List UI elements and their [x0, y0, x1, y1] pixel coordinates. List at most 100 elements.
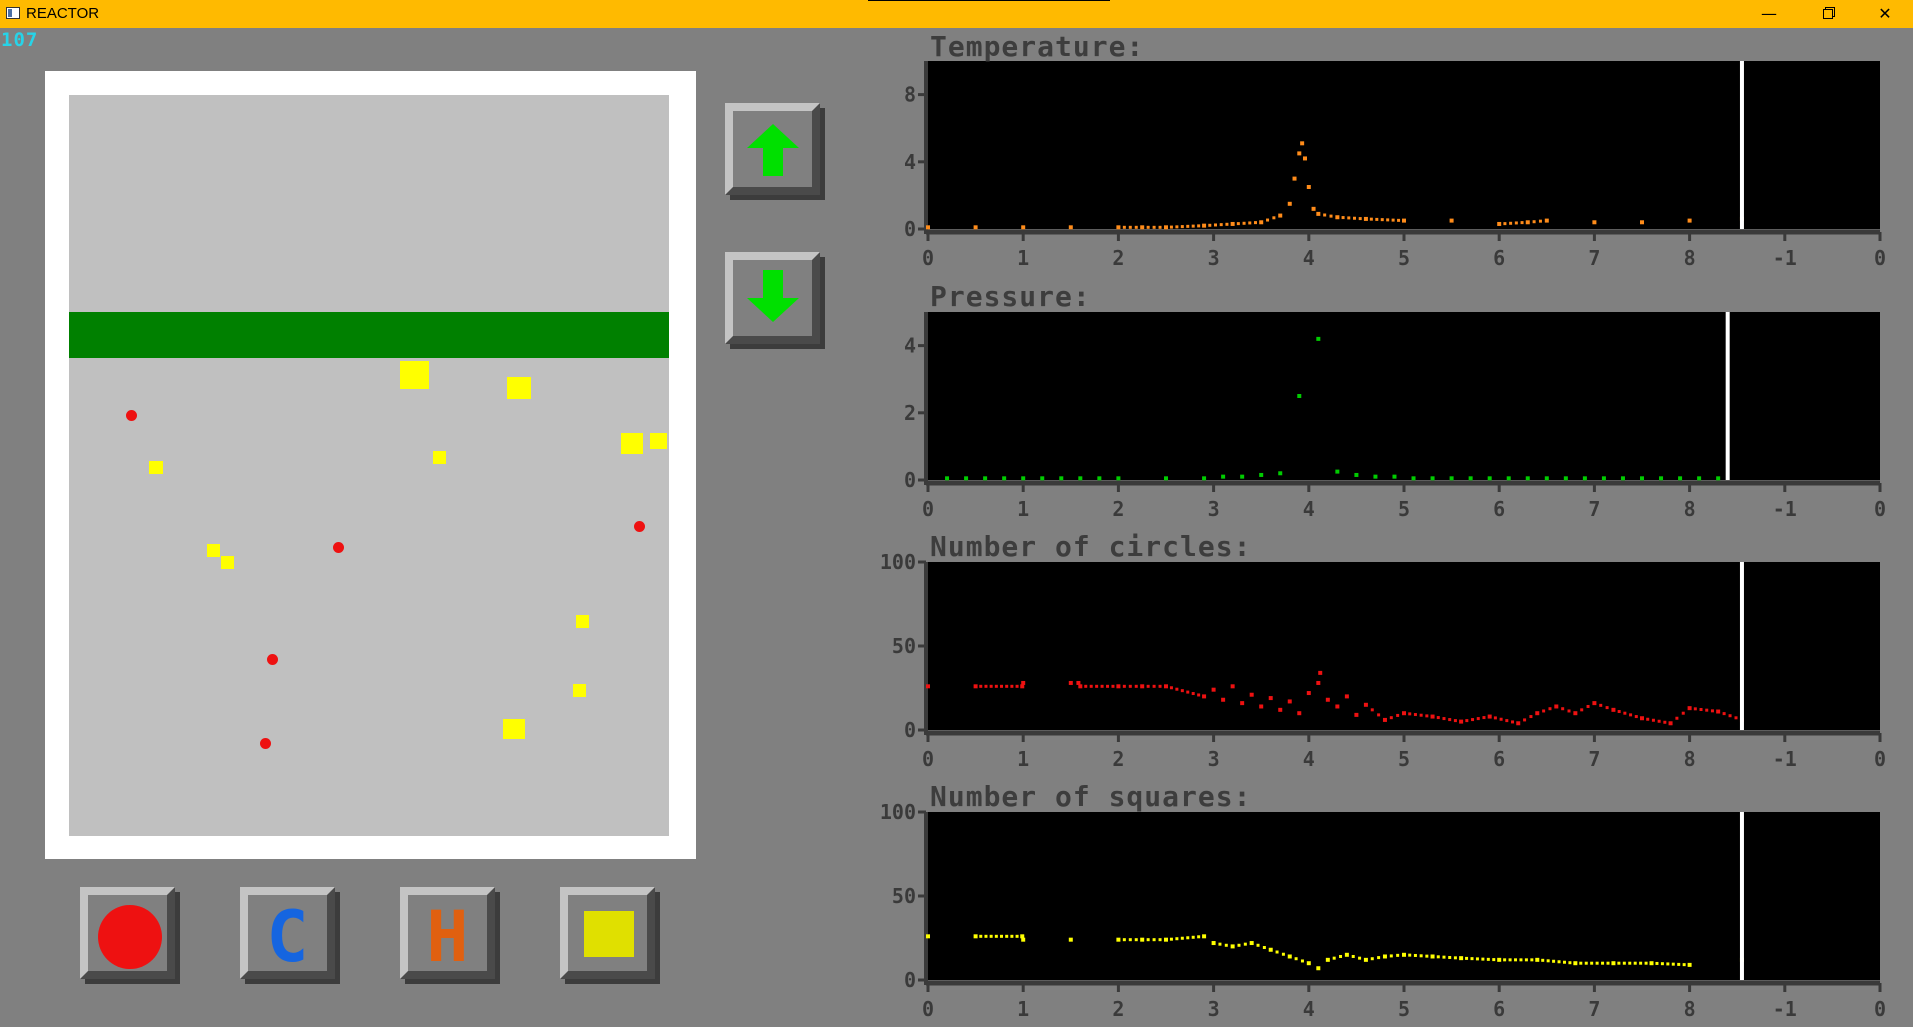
x-tick-label: 6	[1493, 747, 1505, 771]
data-point	[1402, 952, 1406, 957]
data-trace	[1134, 938, 1138, 942]
x-tick-label: 6	[1493, 497, 1505, 521]
data-point	[1116, 684, 1121, 689]
data-trace	[994, 934, 998, 938]
x-tick-label: -1	[1773, 246, 1797, 270]
data-trace	[1169, 937, 1173, 941]
data-point	[1468, 476, 1473, 481]
data-trace	[1523, 718, 1527, 722]
data-trace	[1628, 961, 1632, 965]
data-trace	[1617, 961, 1621, 965]
data-trace	[1347, 216, 1351, 220]
arrow-down-icon	[747, 270, 799, 322]
data-point	[1344, 952, 1349, 957]
data-trace	[1128, 225, 1132, 229]
data-point	[1487, 714, 1492, 719]
data-point	[1573, 961, 1578, 966]
data-trace	[1580, 708, 1584, 712]
heat-button[interactable]: H	[400, 887, 495, 979]
piston-up-button[interactable]	[725, 103, 820, 195]
x-tick-label: 6	[1493, 997, 1505, 1021]
data-point	[1076, 680, 1081, 685]
data-point	[1697, 476, 1702, 481]
data-trace	[1681, 711, 1685, 715]
data-trace	[1666, 962, 1670, 966]
data-point	[1259, 220, 1264, 225]
piston-down-button[interactable]	[725, 252, 820, 344]
data-trace	[1180, 936, 1184, 940]
x-tick-label: -1	[1773, 747, 1797, 771]
data-trace	[1514, 221, 1518, 225]
x-tick-label: 8	[1684, 497, 1696, 521]
data-trace	[1128, 684, 1132, 688]
maximize-button[interactable]	[1800, 0, 1856, 28]
data-trace	[1482, 716, 1486, 720]
data-trace	[1005, 684, 1009, 688]
data-trace	[1590, 961, 1594, 965]
data-trace	[1106, 684, 1110, 688]
data-trace	[1448, 718, 1452, 722]
data-point	[1140, 937, 1145, 942]
data-point	[1278, 707, 1283, 712]
add-square-button[interactable]	[560, 887, 655, 979]
data-point	[1640, 476, 1644, 481]
data-point	[926, 934, 930, 939]
data-point	[1611, 707, 1616, 712]
y-tick-label: 4	[904, 334, 916, 358]
piston[interactable]	[69, 312, 669, 358]
data-trace	[1122, 225, 1126, 229]
data-trace	[984, 934, 988, 938]
data-trace	[1486, 957, 1490, 961]
cool-button[interactable]: C	[240, 887, 335, 979]
red-circle-icon	[98, 905, 162, 969]
y-tick-label: 100	[880, 800, 916, 824]
data-trace	[1351, 954, 1355, 958]
data-point	[1306, 691, 1311, 696]
data-trace	[1169, 225, 1173, 229]
data-trace	[1389, 716, 1393, 720]
data-trace	[1391, 218, 1395, 222]
data-trace	[1175, 225, 1179, 229]
x-tick-label: 0	[922, 997, 934, 1021]
plot-area	[928, 61, 1880, 229]
data-point	[1392, 474, 1397, 479]
data-point	[1354, 712, 1359, 717]
data-trace	[1546, 959, 1550, 963]
data-point	[1335, 215, 1340, 220]
data-trace	[1595, 961, 1599, 965]
data-point	[1020, 934, 1025, 939]
reactor-frame	[45, 71, 696, 859]
square-particle	[621, 433, 643, 454]
data-trace	[1146, 684, 1150, 688]
data-point	[926, 225, 930, 230]
data-point	[1402, 711, 1406, 716]
data-trace	[1425, 714, 1429, 718]
data-trace	[1186, 690, 1190, 694]
data-point	[1497, 221, 1502, 226]
x-tick-label: 2	[1112, 246, 1124, 270]
data-trace	[1538, 219, 1542, 223]
plot-area	[928, 812, 1880, 980]
close-button[interactable]: ✕	[1878, 4, 1892, 23]
x-tick-label: 7	[1588, 497, 1600, 521]
data-trace	[1015, 684, 1019, 688]
reactor-chamber[interactable]	[69, 95, 669, 836]
add-circle-button[interactable]	[80, 887, 175, 979]
x-tick-label: 1	[1017, 997, 1029, 1021]
data-trace	[1677, 962, 1681, 966]
data-trace	[1180, 689, 1184, 693]
data-point	[945, 476, 950, 481]
data-point	[1535, 711, 1540, 716]
data-trace	[1005, 934, 1009, 938]
data-point	[973, 934, 978, 939]
heat-label: H	[426, 896, 469, 978]
data-trace	[1505, 719, 1509, 723]
title-bar: REACTOR — ✕	[0, 0, 1913, 28]
x-tick-label: 2	[1112, 497, 1124, 521]
data-point	[973, 684, 978, 689]
data-point	[1649, 961, 1654, 966]
x-tick-label: 0	[922, 497, 934, 521]
minimize-button[interactable]: —	[1761, 4, 1777, 23]
x-tick-label: 4	[1303, 997, 1315, 1021]
data-trace	[1332, 956, 1336, 960]
